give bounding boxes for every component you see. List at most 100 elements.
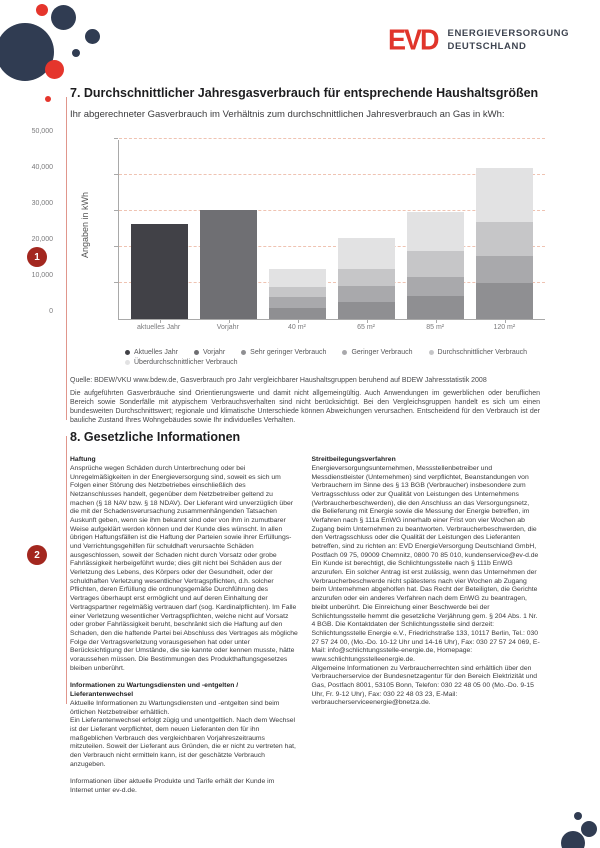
legal-heading: Streitbeilegungsverfahren [311, 456, 396, 463]
section-7-title: 7. Durchschnittlicher Jahresgasverbrauch… [70, 86, 539, 100]
legend-item: Überdurchschnittlicher Verbrauch [125, 359, 238, 366]
bar-Vorjahr [200, 209, 257, 324]
decorative-circle [85, 29, 100, 44]
y-axis-tick-label: 50,000 [31, 128, 53, 135]
bar-segment [269, 286, 326, 298]
decorative-circle [45, 60, 64, 79]
section-2-accent-line [66, 436, 67, 704]
legal-block: Informationen zu Wartungsdiensten und -e… [70, 682, 299, 769]
gridline [114, 246, 545, 247]
x-axis-tick-label: aktuelles Jahr [137, 324, 181, 331]
legend-dot [342, 350, 348, 355]
bar-segment [131, 223, 188, 319]
bar-segment [338, 301, 395, 319]
legend-dot [125, 360, 130, 365]
y-axis-tick-label: 40,000 [31, 164, 53, 171]
bar-segment [407, 295, 464, 319]
legend-dot [125, 350, 130, 355]
y-axis-tick-label: 30,000 [31, 200, 53, 207]
evd-logo: EVD [388, 24, 440, 56]
legal-block: Streitbeilegungsverfahren Energieversorgu… [312, 456, 541, 708]
legal-paragraph: Informationen über aktuelle Produkte und… [70, 778, 275, 795]
x-axis-tick-label: 65 m² [357, 324, 376, 331]
legend-label: Aktuelles Jahr [134, 349, 178, 356]
y-axis-tick-label: 0 [49, 308, 53, 315]
legend-label: Sehr geringer Verbrauch [250, 349, 327, 356]
decorative-circle [561, 831, 585, 848]
legal-block: Haftung Ansprüche wegen Schäden durch Unt… [70, 456, 299, 673]
bar-segment [338, 238, 395, 269]
gridline [114, 174, 545, 175]
chart-source-note: Quelle: BDEW/VKU www.bdew.de, Gasverbrau… [70, 377, 487, 384]
bar-segment [200, 209, 257, 319]
section-2-badge: 2 [27, 545, 47, 565]
bar-segment [476, 256, 533, 283]
bar-65 m² [338, 238, 395, 323]
bar-segment [476, 283, 533, 319]
x-axis-tick-label: 40 m² [287, 324, 306, 331]
legend-item: Aktuelles Jahr [125, 349, 178, 356]
gridline [114, 210, 545, 211]
decorative-circle [574, 812, 582, 820]
legend-label: Geringer Verbrauch [351, 349, 413, 356]
legal-heading: Haftung [70, 456, 96, 463]
bar-segment [476, 167, 533, 222]
bars-container [119, 140, 545, 324]
chart-plot-area: 0 10,000 20,000 30,000 40,000 50,000 [32, 128, 545, 324]
section-1-badge: 1 [27, 247, 47, 267]
decorative-circle [45, 96, 51, 102]
legal-paragraph: Aktuelle Informationen zu Wartungsdienst… [70, 699, 280, 716]
x-axis-tick-label: 85 m² [426, 324, 445, 331]
bar-segment [338, 268, 395, 286]
legend-item: Sehr geringer Verbrauch [241, 349, 326, 356]
bar-40 m² [269, 268, 326, 324]
legal-right-column: Streitbeilegungsverfahren Energieversorgu… [312, 456, 541, 805]
legal-paragraph: Ein Lieferantenwechsel erfolgt zügig und… [70, 717, 296, 768]
legend-item: Geringer Verbrauch [342, 349, 413, 356]
decorative-circle [581, 821, 597, 837]
legend-dot [428, 350, 434, 355]
legend-item: Vorjahr [193, 349, 226, 356]
y-axis-tick-label: 20,000 [31, 236, 53, 243]
y-axis-tick-label: 10,000 [31, 272, 53, 279]
legend-label: Vorjahr [202, 349, 226, 356]
bar-aktuelles Jahr [131, 223, 188, 324]
section-7-subtitle: Ihr abgerechneter Gasverbrauch im Verhäl… [70, 109, 505, 120]
legend-dot [193, 350, 199, 355]
bar-segment [269, 268, 326, 287]
legal-information: Haftung Ansprüche wegen Schäden durch Unt… [70, 456, 540, 805]
bar-segment [338, 285, 395, 302]
bar-120 m² [476, 167, 533, 324]
x-axis-tick-label: Vorjahr [216, 324, 239, 331]
legal-heading: Informationen zu Wartungsdiensten und -e… [70, 682, 239, 699]
legal-paragraph: Energieversorgungsunternehmen, Messstell… [311, 464, 539, 559]
bar-segment [269, 308, 326, 319]
brand-header: EVD ENERGIEVERSORGUNG DEUTSCHLAND [388, 24, 570, 56]
y-axis-label: Angaben in kWh [80, 191, 91, 259]
bar-segment [407, 251, 464, 277]
section-1-accent-line [66, 97, 67, 420]
bar-segment [269, 297, 326, 309]
section-8-title: 8. Gesetzliche Informationen [70, 430, 241, 444]
x-axis-labels: aktuelles Jahr Vorjahr 40 m² 65 m² 85 m² 120 … [118, 324, 545, 331]
company-name-line2: DEUTSCHLAND [447, 40, 527, 52]
legal-paragraph: Ein Kunde ist berechtigt, die Schlichtun… [311, 560, 540, 663]
legal-paragraph: Ansprüche wegen Schäden durch Unterbrech… [70, 464, 298, 672]
company-name: ENERGIEVERSORGUNG DEUTSCHLAND [448, 28, 570, 53]
bar-segment [476, 221, 533, 256]
legend-item: Durchschnittlicher Verbrauch [428, 349, 527, 356]
bar-85 m² [407, 211, 464, 324]
legend-dot [241, 350, 247, 355]
legal-block: Informationen über aktuelle Produkte und… [70, 778, 299, 795]
bar-segment [407, 211, 464, 252]
company-name-line1: ENERGIEVERSORGUNG [447, 28, 570, 40]
decorative-circle [36, 4, 48, 16]
decorative-circle [72, 49, 80, 57]
legal-paragraph: Allgemeine Informationen zu Verbraucherr… [311, 664, 538, 707]
gas-consumption-chart: Angaben in kWh 0 10,000 20,000 30,000 40,000… [0, 128, 600, 342]
bar-segment [407, 276, 464, 296]
gridline [114, 282, 545, 283]
gridline [114, 138, 545, 139]
chart-disclaimer: Die aufgeführten Gasverbräuche sind Orie… [70, 390, 540, 425]
